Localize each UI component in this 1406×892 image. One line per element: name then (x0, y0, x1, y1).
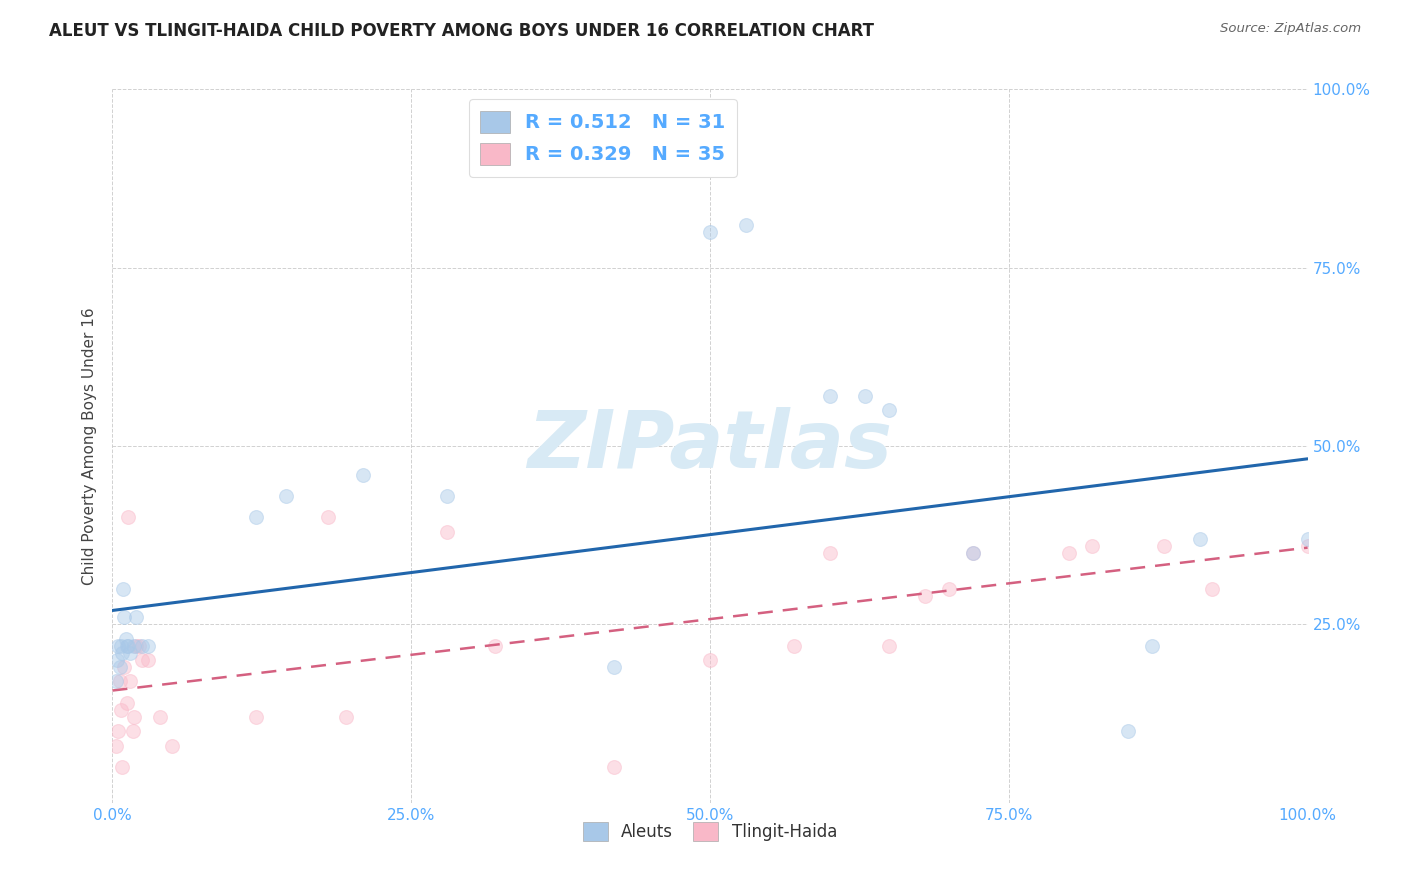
Point (108, 674, 131, 689)
Point (962, 546, 984, 560)
Point (335, 710, 357, 724)
Point (699, 225, 721, 239)
Point (1118, 724, 1140, 739)
Point (1201, 582, 1223, 596)
Point (1153, 539, 1175, 553)
Y-axis label: Child Poverty Among Boys Under 16: Child Poverty Among Boys Under 16 (82, 307, 97, 585)
Point (125, 639, 148, 653)
Point (138, 639, 160, 653)
Point (484, 639, 506, 653)
Point (107, 639, 129, 653)
Point (162, 739, 183, 753)
Point (1296, 539, 1319, 553)
Point (938, 582, 960, 596)
Point (115, 639, 138, 653)
Point (105, 739, 128, 753)
Legend: Aleuts, Tlingit-Haida: Aleuts, Tlingit-Haida (576, 815, 844, 848)
Point (1189, 532, 1212, 546)
Point (879, 639, 901, 653)
Point (110, 639, 132, 653)
Point (120, 674, 142, 689)
Point (245, 510, 267, 524)
Point (879, 403, 901, 417)
Point (149, 710, 172, 724)
Point (114, 660, 135, 674)
Point (128, 639, 150, 653)
Point (316, 510, 339, 524)
Point (1296, 532, 1319, 546)
Point (111, 760, 134, 774)
Point (782, 639, 804, 653)
Point (107, 724, 129, 739)
Point (122, 639, 145, 653)
Point (436, 524, 458, 539)
Point (110, 703, 132, 717)
Point (117, 510, 139, 524)
Point (962, 546, 984, 560)
Point (108, 660, 131, 674)
Point (131, 639, 153, 653)
Point (121, 724, 143, 739)
Point (352, 467, 374, 482)
Point (914, 589, 936, 603)
Point (131, 653, 153, 667)
Text: Source: ZipAtlas.com: Source: ZipAtlas.com (1220, 22, 1361, 36)
Point (274, 489, 297, 503)
Point (114, 610, 135, 624)
Point (1081, 539, 1104, 553)
Point (122, 710, 145, 724)
Point (818, 546, 841, 560)
Point (436, 489, 458, 503)
Point (105, 674, 128, 689)
Point (111, 646, 134, 660)
Point (699, 653, 721, 667)
Text: ALEUT VS TLINGIT-HAIDA CHILD POVERTY AMONG BOYS UNDER 16 CORRELATION CHART: ALEUT VS TLINGIT-HAIDA CHILD POVERTY AMO… (49, 22, 875, 40)
Point (125, 610, 148, 624)
Point (1057, 546, 1080, 560)
Point (1142, 639, 1164, 653)
Point (818, 389, 841, 403)
Point (735, 218, 758, 232)
Point (105, 653, 128, 667)
Text: ZIPatlas: ZIPatlas (527, 407, 893, 485)
Point (245, 710, 267, 724)
Point (120, 646, 142, 660)
Point (603, 760, 626, 774)
Point (603, 660, 626, 674)
Point (115, 696, 138, 710)
Point (114, 632, 136, 646)
Point (855, 389, 877, 403)
Point (138, 653, 160, 667)
Point (117, 639, 139, 653)
Point (112, 582, 135, 596)
